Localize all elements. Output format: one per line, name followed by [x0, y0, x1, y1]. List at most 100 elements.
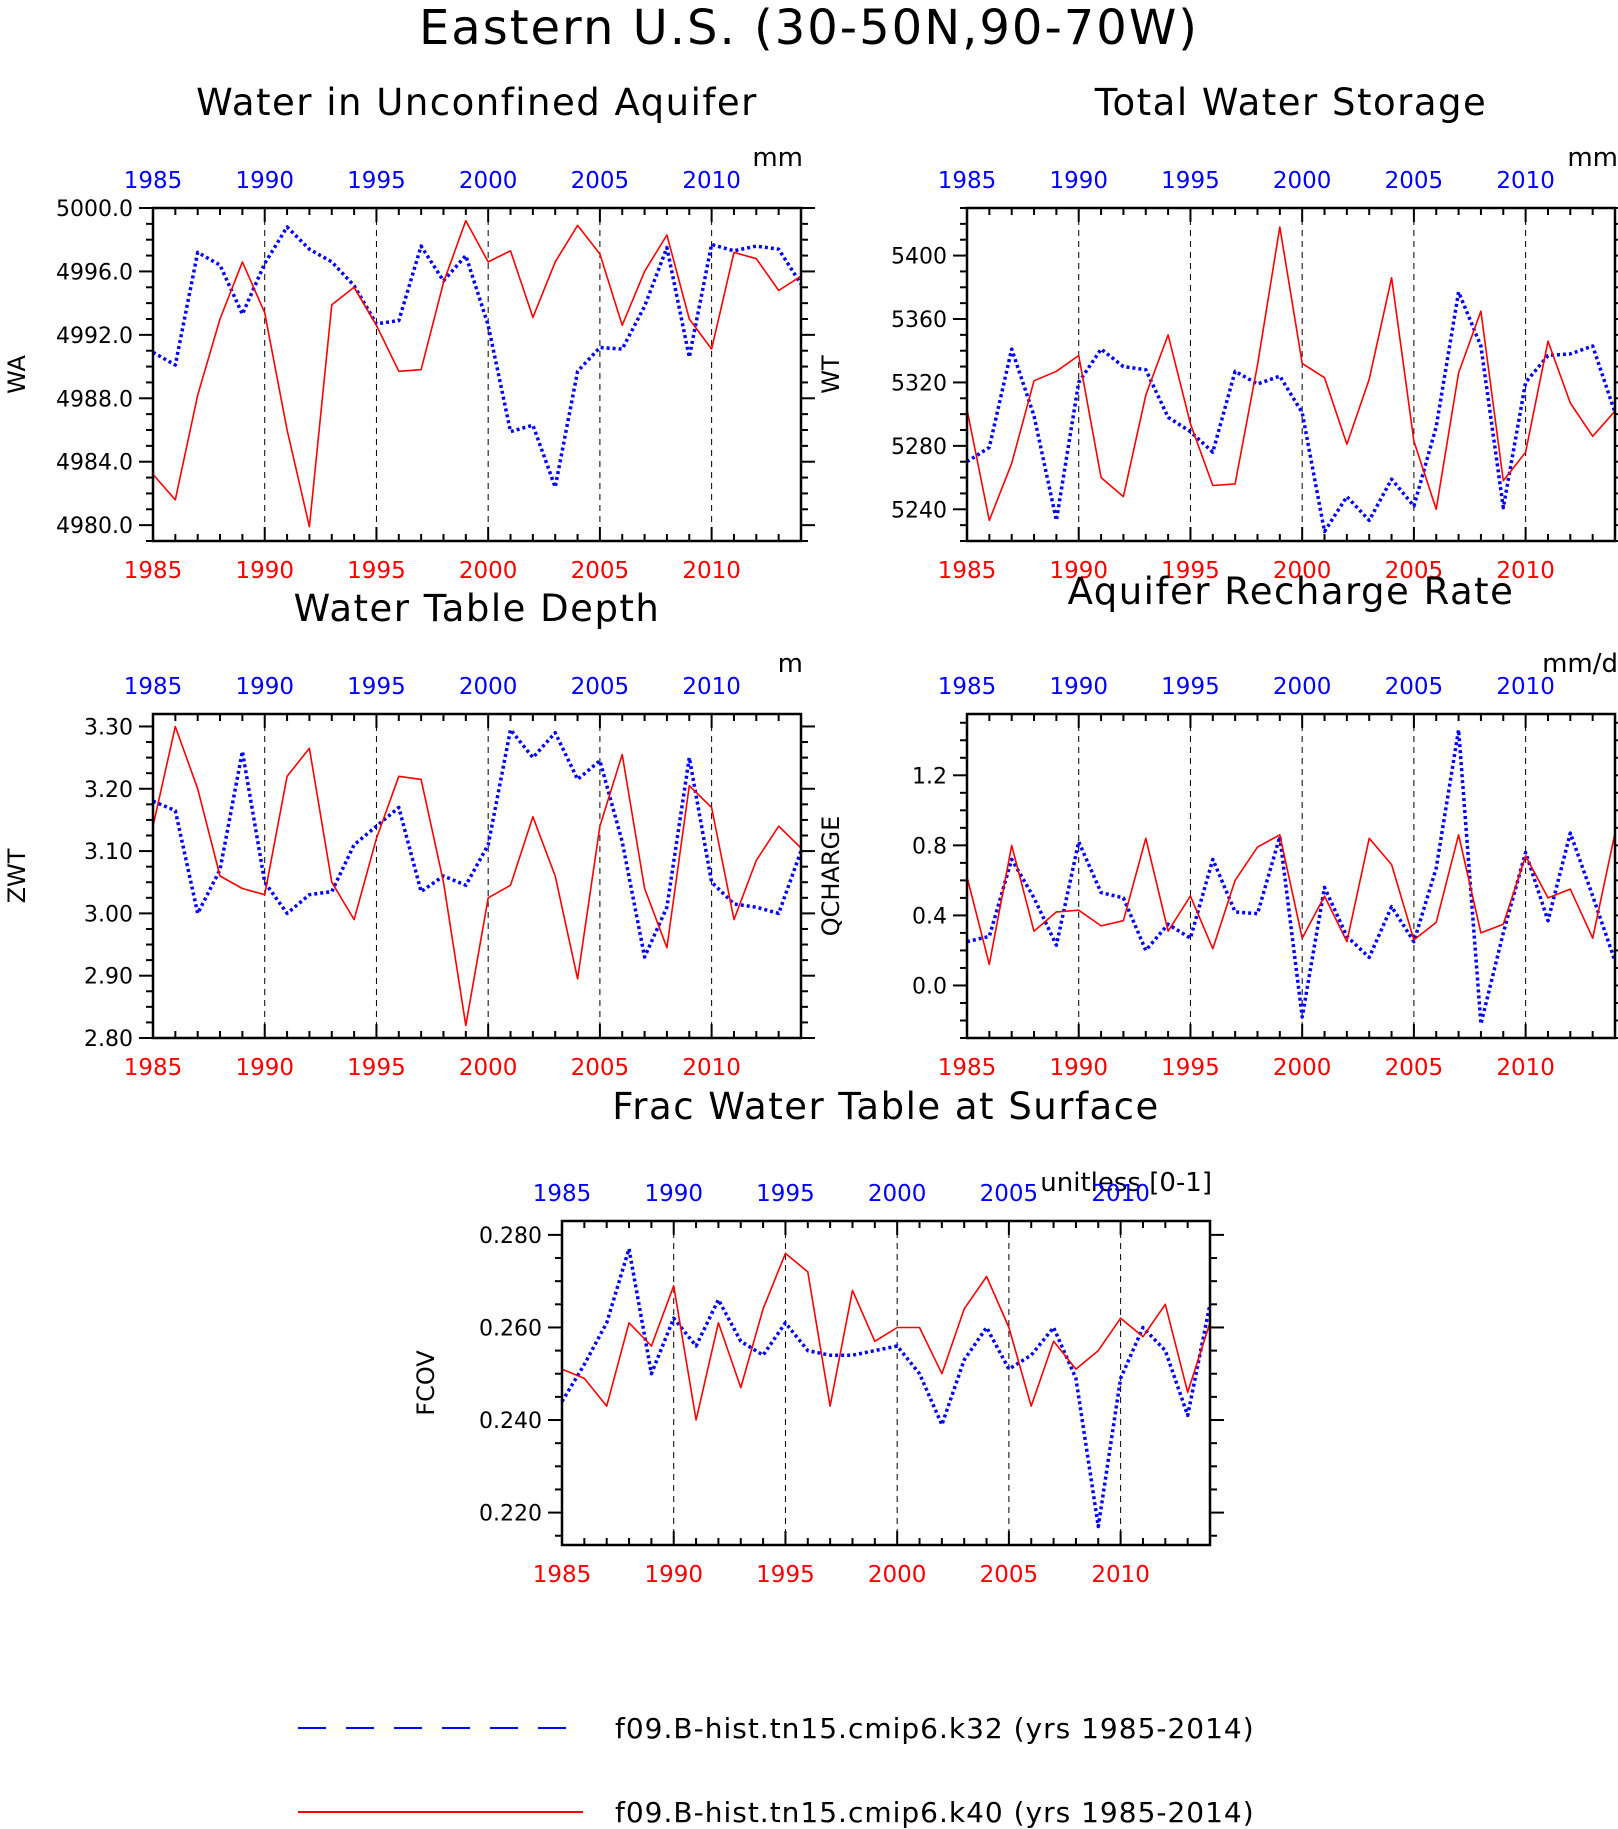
- legend: f09.B-hist.tn15.cmip6.k32 (yrs 1985-2014…: [298, 1712, 1255, 1829]
- y-tick-label: 4980.0: [56, 514, 133, 539]
- y-tick-label: 0.280: [479, 1224, 542, 1249]
- x-tick-label-top: 1995: [756, 1181, 815, 1207]
- panel-title: Total Water Storage: [1094, 81, 1488, 124]
- x-tick-label-top: 1995: [1161, 168, 1220, 194]
- x-tick-label-top: 1990: [235, 168, 294, 194]
- series-line-k40: [966, 832, 1616, 966]
- x-tick-label-top: 1985: [124, 168, 183, 194]
- y-axis-label: WT: [817, 355, 845, 394]
- x-tick-label-top: 2005: [571, 674, 630, 700]
- plot-frame: [151, 712, 803, 1040]
- series-line-k40: [152, 219, 802, 528]
- series-line-k40: [966, 226, 1616, 522]
- plot-frame: [151, 206, 803, 543]
- y-tick-label: 4984.0: [56, 451, 133, 476]
- y-tick-label: 0.240: [479, 1409, 542, 1434]
- x-tick-label-bottom: 2005: [1385, 558, 1444, 584]
- y-tick-label: 0.4: [912, 904, 947, 929]
- legend-label-k40: f09.B-hist.tn15.cmip6.k40 (yrs 1985-2014…: [615, 1796, 1255, 1829]
- x-tick-label-bottom: 2010: [1496, 558, 1555, 584]
- y-tick-label: 5280: [891, 435, 947, 460]
- x-tick-label-bottom: 1995: [347, 1055, 406, 1081]
- x-tick-label-bottom: 2000: [459, 1055, 518, 1081]
- panel-water-table-depth: Water Table Depth m ZWT 1985 1985 1990 1990 199…: [3, 587, 815, 1081]
- x-tick-label-bottom: 2010: [682, 558, 741, 584]
- x-tick-label-top: 1990: [1049, 168, 1108, 194]
- y-axis-label: WA: [3, 355, 31, 394]
- x-tick-label-bottom: 2000: [1273, 1055, 1332, 1081]
- x-tick-label-top: 1985: [938, 168, 997, 194]
- x-tick-label-top: 1985: [124, 674, 183, 700]
- x-tick-label-top: 2005: [1385, 168, 1444, 194]
- y-tick-label: 0.0: [912, 974, 947, 999]
- x-tick-label-top: 2000: [1273, 168, 1332, 194]
- series-line-k40: [561, 1252, 1211, 1421]
- units-label: mm/d: [1542, 649, 1618, 679]
- y-tick-label: 3.30: [84, 715, 133, 740]
- panel-title: Water Table Depth: [294, 587, 661, 630]
- x-tick-label-top: 2010: [682, 168, 741, 194]
- x-tick-label-bottom: 1985: [938, 558, 997, 584]
- x-tick-label-bottom: 1990: [1049, 1055, 1108, 1081]
- x-tick-label-top: 1990: [644, 1181, 703, 1207]
- x-tick-label-bottom: 1995: [756, 1562, 815, 1588]
- x-tick-label-bottom: 1985: [938, 1055, 997, 1081]
- x-tick-label-top: 2005: [1385, 674, 1444, 700]
- x-tick-label-bottom: 2000: [459, 558, 518, 584]
- x-tick-label-top: 2010: [682, 674, 741, 700]
- panel-frac-water-table-at-surface: Frac Water Table at Surface unitless [0-1…: [412, 1085, 1224, 1588]
- y-tick-label: 0.8: [912, 834, 947, 859]
- panel-water-in-unconfined-aquifer: Water in Unconfined Aquifer mm WA 1985 1985 1…: [3, 81, 815, 584]
- x-tick-label-top: 2000: [1273, 674, 1332, 700]
- units-label: mm: [1567, 143, 1618, 173]
- x-tick-label-top: 2000: [459, 674, 518, 700]
- series-line-k32: [966, 728, 1617, 1026]
- y-tick-label: 5000.0: [56, 197, 133, 222]
- plot-frame: [965, 712, 1617, 1040]
- x-tick-label-bottom: 2010: [682, 1055, 741, 1081]
- x-tick-label-top: 1985: [938, 674, 997, 700]
- x-tick-label-top: 1995: [347, 168, 406, 194]
- x-tick-label-bottom: 2005: [571, 1055, 630, 1081]
- x-tick-label-top: 2000: [868, 1181, 927, 1207]
- series-line-k32: [152, 225, 803, 489]
- series-line-k32: [966, 290, 1617, 534]
- x-tick-label-bottom: 1990: [1049, 558, 1108, 584]
- y-tick-label: 5360: [891, 308, 947, 333]
- y-tick-label: 2.80: [84, 1027, 133, 1052]
- legend-label-k32: f09.B-hist.tn15.cmip6.k32 (yrs 1985-2014…: [615, 1712, 1255, 1745]
- y-tick-label: 5240: [891, 498, 947, 523]
- x-tick-label-bottom: 1990: [644, 1562, 703, 1588]
- x-tick-label-bottom: 1995: [1161, 558, 1220, 584]
- y-tick-label: 1.2: [912, 764, 947, 789]
- x-tick-label-top: 1995: [347, 674, 406, 700]
- y-axis-label: ZWT: [3, 848, 31, 903]
- x-tick-label-top: 2010: [1496, 168, 1555, 194]
- x-tick-label-top: 2010: [1091, 1181, 1150, 1207]
- series-line-k40: [152, 725, 802, 1027]
- x-tick-label-top: 1995: [1161, 674, 1220, 700]
- x-tick-label-top: 1985: [533, 1181, 592, 1207]
- y-tick-label: 0.260: [479, 1316, 542, 1341]
- y-tick-label: 4996.0: [56, 260, 133, 285]
- y-tick-label: 3.10: [84, 840, 133, 865]
- x-tick-label-bottom: 2005: [571, 558, 630, 584]
- y-tick-label: 3.20: [84, 778, 133, 803]
- panel-title: Frac Water Table at Surface: [612, 1085, 1160, 1128]
- x-tick-label-bottom: 1990: [235, 558, 294, 584]
- panel-title: Aquifer Recharge Rate: [1068, 570, 1515, 613]
- y-tick-label: 2.90: [84, 965, 133, 990]
- x-tick-label-bottom: 1985: [124, 1055, 183, 1081]
- x-tick-label-bottom: 2005: [980, 1562, 1039, 1588]
- y-tick-label: 4992.0: [56, 324, 133, 349]
- x-tick-label-top: 1990: [235, 674, 294, 700]
- y-axis-label: FCOV: [412, 1350, 440, 1416]
- x-tick-label-bottom: 2000: [1273, 558, 1332, 584]
- series-line-k32: [152, 727, 803, 959]
- units-label: mm: [752, 143, 803, 173]
- panel-total-water-storage: Total Water Storage mm WT 1985 1985 1990 1990 1…: [817, 81, 1618, 584]
- y-tick-label: 5400: [891, 245, 947, 270]
- x-tick-label-top: 2005: [980, 1181, 1039, 1207]
- plot-frame: [560, 1219, 1212, 1547]
- x-tick-label-bottom: 2005: [1385, 1055, 1444, 1081]
